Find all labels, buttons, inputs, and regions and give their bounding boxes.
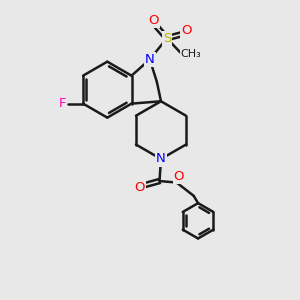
Text: CH₃: CH₃ xyxy=(181,50,201,59)
Text: O: O xyxy=(181,24,191,37)
Text: O: O xyxy=(148,14,159,27)
Text: F: F xyxy=(59,97,66,110)
Text: O: O xyxy=(174,170,184,183)
Text: N: N xyxy=(145,53,155,66)
Text: O: O xyxy=(134,181,145,194)
Text: N: N xyxy=(156,152,166,166)
Text: S: S xyxy=(163,32,171,45)
